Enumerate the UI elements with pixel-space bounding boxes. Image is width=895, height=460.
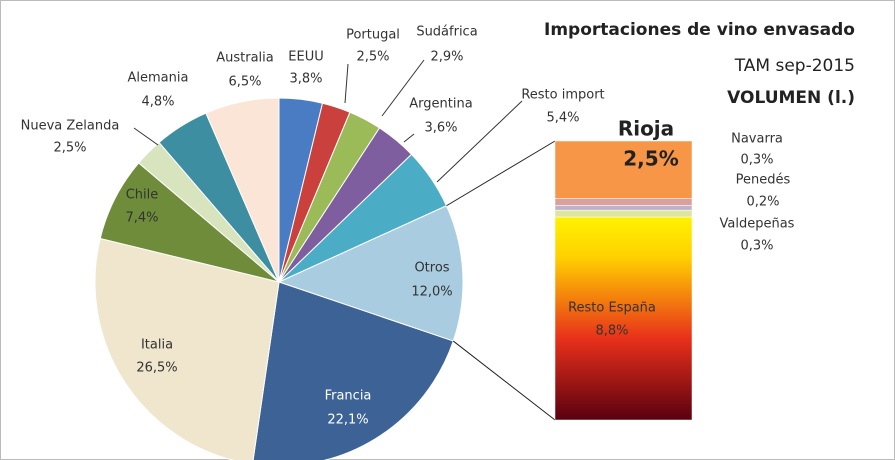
slice-label: Otros [414,261,449,276]
slice-label: Portugal [346,28,400,43]
slice-value: 6,5% [228,75,261,90]
leader-line [381,59,425,117]
bar-segment [554,140,693,199]
bar-value: 0,3% [740,239,773,254]
bar-segment [554,198,693,206]
bar-label: Penedés [736,173,791,188]
bar-value: 2,5% [623,147,678,171]
slice-value: 3,8% [289,72,322,87]
slice-label: Alemania [128,71,189,86]
slice-value: 4,8% [141,95,174,110]
slice-label: EEUU [288,50,323,65]
slice-value: 7,4% [125,211,158,226]
slice-value: 3,6% [424,121,457,136]
slice-value: 22,1% [327,413,368,428]
pie-slice [252,281,454,460]
slice-value: 2,5% [356,50,389,65]
slice-label: Argentina [409,97,472,112]
slice-label: Italia [141,338,173,353]
slice-value: 2,5% [53,141,86,156]
slice-label: Nueva Zelanda [21,119,120,134]
bar-label: Valdepeñas [720,217,795,232]
bar-label: Navarra [731,132,783,147]
slice-value: 12,0% [411,285,452,300]
bar-value: 0,2% [746,195,779,210]
bar-value: 8,8% [595,324,628,339]
bar-segment [554,205,693,211]
chart-title: Importaciones de vino envasado [544,20,855,40]
slice-label: Francia [325,389,372,404]
slice-label: Chile [126,188,159,203]
bar-segment [554,209,693,218]
bar-segment [554,216,693,421]
leader-line [133,127,159,146]
subtitle: TAM sep-2015 [734,56,855,76]
subtitle: VOLUMEN (l.) [727,88,855,108]
connector [452,340,556,421]
pie-slice [205,97,280,283]
bar-label: Resto España [568,301,656,316]
leader-line [403,133,415,143]
slice-label: Australia [216,51,274,66]
slice-value: 2,9% [430,50,463,65]
leader-line [344,63,349,104]
bar-value: 0,3% [740,153,773,168]
bar-label: Rioja [618,117,674,141]
slice-label: Sudáfrica [416,25,477,40]
slice-value: 26,5% [136,361,177,376]
slice-label: Resto import [521,88,604,103]
pie-slice [94,237,280,460]
slice-value: 5,4% [546,111,579,126]
leader-line [436,100,523,183]
connector [446,140,556,207]
pie-slice [277,205,464,342]
